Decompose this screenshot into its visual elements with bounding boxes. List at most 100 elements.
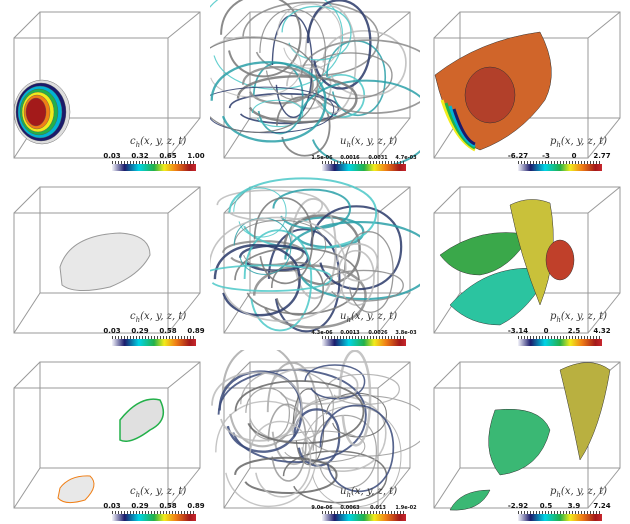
panel-velocity-row-2: uh(x, y, z, t) 4.3e-06 0.0013 0.0026 3.8e-03	[210, 175, 420, 349]
colorbar-ticks	[322, 511, 406, 514]
label-args: (x, y, z, t)	[560, 311, 608, 322]
label-args: (x, y, z, t)	[350, 486, 398, 497]
field-label: ch(x, y, z, t)	[130, 311, 186, 324]
colorbar-ticks	[322, 336, 406, 339]
colorbar: 4.3e-06 0.0013 0.0026 3.8e-03	[311, 330, 417, 346]
colorbar-tick-label: 2.77	[593, 152, 611, 160]
field-label: uh(x, y, z, t)	[340, 136, 397, 149]
colorbar-ticks	[112, 336, 196, 339]
label-args: (x, y, z, t)	[350, 311, 398, 322]
bounding-box	[223, 361, 411, 509]
label-subscript: h	[556, 491, 561, 499]
colorbar-tick-label: 4.3e-06	[311, 330, 333, 336]
colorbar: -6.27 -3 0 2.77	[508, 152, 611, 171]
panel-velocity-row-1: uh(x, y, z, t) 1.5e-06 0.0016 0.0031 4.7e-03	[210, 0, 420, 174]
label-symbol: p	[550, 311, 557, 322]
colorbar-ticks	[322, 161, 406, 164]
bounding-box	[13, 186, 201, 334]
field-label: ph(x, y, z, t)	[550, 311, 607, 324]
colorbar-tick-label: 0.29	[131, 327, 149, 335]
pressure-field	[449, 362, 611, 511]
colorbar-tick-label: 0.03	[103, 327, 121, 335]
colorbar-gradient	[322, 164, 406, 171]
colorbar-ticks	[518, 511, 602, 514]
label-symbol: c	[130, 486, 136, 497]
concentration-field	[57, 398, 165, 504]
velocity-field	[211, 350, 420, 508]
colorbar-tick-label: 2.5	[567, 327, 581, 335]
field-label: ph(x, y, z, t)	[550, 136, 607, 149]
colorbar-gradient	[112, 164, 196, 171]
colorbar-tick-label: 0.58	[159, 327, 177, 335]
colorbar-tick-label: -3	[542, 152, 550, 160]
pressure-field	[439, 199, 575, 326]
colorbar-tick-label: -2.92	[507, 502, 529, 510]
colorbar-tick-label: -3.14	[507, 327, 529, 335]
colorbar-tick-label: 0.03	[103, 152, 121, 160]
label-subscript: h	[135, 316, 141, 324]
label-subscript: h	[135, 141, 141, 149]
colorbar-tick-label: 3.9	[567, 502, 581, 510]
colorbar-tick-label: 0.89	[187, 502, 205, 510]
bounding-box	[223, 186, 411, 334]
colorbar-gradient	[518, 339, 602, 346]
panel-concentration-row-2: ch(x, y, z, t) 0.03 0.29 0.58 0.89	[0, 175, 210, 349]
colorbar-tick-label: 1.5e-06	[311, 155, 333, 161]
colorbar-tick-label: 0.013	[370, 505, 386, 511]
label-symbol: u	[340, 486, 347, 497]
3d-view	[433, 11, 621, 159]
colorbar-ticks	[518, 161, 602, 164]
colorbar-gradient	[518, 514, 602, 521]
label-symbol: c	[130, 311, 136, 322]
colorbar: 1.5e-06 0.0016 0.0031 4.7e-03	[311, 155, 417, 171]
label-symbol: u	[340, 311, 347, 322]
panel-concentration-row-1: ch(x, y, z, t) 0.03 0.32 0.65 1.00	[0, 0, 210, 174]
colorbar-ticks	[112, 511, 196, 514]
colorbar-tick-label: 0	[543, 327, 549, 335]
bounding-box	[433, 361, 621, 509]
field-label: ch(x, y, z, t)	[130, 486, 186, 499]
colorbar-tick-label: 0.29	[131, 502, 149, 510]
colorbar-tick-label: 1.9e-02	[395, 505, 417, 511]
colorbar-tick-label: 1.00	[187, 152, 205, 160]
colorbar-gradient	[322, 339, 406, 346]
label-args: (x, y, z, t)	[560, 486, 608, 497]
colorbar-tick-label: 0	[571, 152, 577, 160]
label-subscript: h	[346, 491, 351, 499]
label-args: (x, y, z, t)	[560, 136, 608, 147]
colorbar-gradient	[112, 514, 196, 521]
colorbar: 0.03 0.29 0.58 0.89	[103, 502, 205, 521]
colorbar-tick-label: 0.0031	[368, 155, 388, 161]
colorbar-tick-label: 0.0013	[340, 330, 360, 336]
colorbar-gradient	[518, 164, 602, 171]
colorbar-tick-label: 9.0e-06	[311, 505, 333, 511]
panel-pressure-row-1: ph(x, y, z, t) -6.27 -3 0 2.77	[420, 0, 630, 174]
panel-pressure-row-2: ph(x, y, z, t) -3.14 0 2.5 4.32	[420, 175, 630, 349]
bounding-box	[433, 186, 621, 334]
3d-view	[210, 0, 420, 169]
colorbar-tick-label: 4.7e-03	[395, 155, 417, 161]
concentration-field	[59, 232, 151, 291]
field-label: uh(x, y, z, t)	[340, 486, 397, 499]
colorbar-tick-label: -6.27	[507, 152, 529, 160]
colorbar-tick-label: 0.58	[159, 502, 177, 510]
label-symbol: u	[340, 136, 347, 147]
3d-view	[13, 361, 201, 509]
colorbar-tick-label: 7.24	[593, 502, 611, 510]
label-symbol: p	[550, 136, 557, 147]
label-subscript: h	[346, 316, 351, 324]
label-subscript: h	[346, 141, 351, 149]
colorbar-ticks	[112, 161, 196, 164]
field-label: uh(x, y, z, t)	[340, 311, 397, 324]
colorbar: 0.03 0.29 0.58 0.89	[103, 327, 205, 346]
panel-pressure-row-3: ph(x, y, z, t) -2.92 0.5 3.9 7.24	[420, 350, 630, 524]
colorbar-gradient	[112, 339, 196, 346]
colorbar: -2.92 0.5 3.9 7.24	[508, 502, 611, 521]
label-args: (x, y, z, t)	[350, 136, 398, 147]
3d-view	[13, 11, 201, 159]
3d-view	[210, 177, 420, 334]
label-args: (x, y, z, t)	[140, 311, 187, 322]
concentration-field	[13, 79, 71, 145]
label-subscript: h	[135, 491, 141, 499]
colorbar-tick-label: 0.0016	[340, 155, 360, 161]
